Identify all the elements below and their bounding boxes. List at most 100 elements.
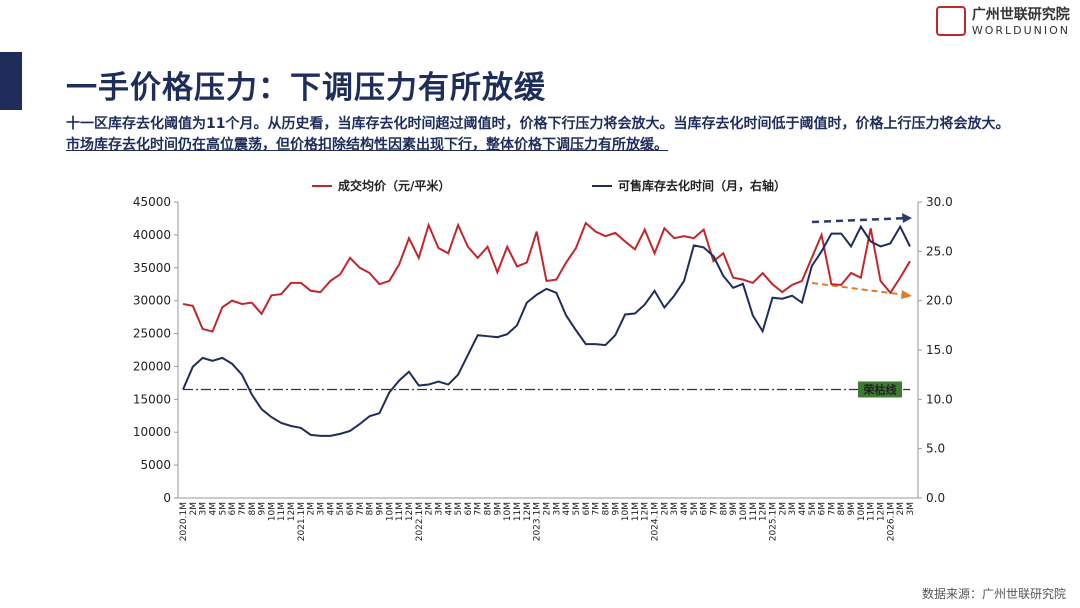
y2-tick-label: 20.0	[926, 294, 953, 308]
x-tick-label: 4M	[444, 502, 454, 516]
x-tick-label: 5M	[336, 502, 346, 516]
x-tick-label: 2M	[543, 502, 553, 516]
x-tick-label: 12M	[405, 502, 415, 521]
x-tick-label: 11M	[395, 502, 405, 521]
x-tick-label: 3M	[552, 502, 562, 516]
y-tick-label: 35000	[133, 261, 171, 275]
x-tick-label: 7M	[356, 502, 366, 516]
x-tick-label: 6M	[346, 502, 356, 516]
x-tick-label: 3M	[788, 502, 798, 516]
x-tick-label: 5M	[690, 502, 700, 516]
x-tick-label: 2M	[896, 502, 906, 516]
logo-icon	[935, 5, 966, 36]
x-tick-label: 3M	[670, 502, 680, 516]
x-tick-label: 8M	[484, 502, 494, 516]
x-tick-label: 4M	[798, 502, 808, 516]
y-tick-label: 40000	[133, 228, 171, 242]
x-tick-label: 6M	[700, 502, 710, 516]
x-tick-label: 12M	[641, 502, 651, 521]
arrow-head	[902, 213, 912, 223]
x-tick-label: 11M	[867, 502, 877, 521]
slide-title: 一手价格压力：下调压力有所放缓	[66, 70, 546, 106]
x-tick-label: 11M	[631, 502, 641, 521]
y-tick-label: 30000	[133, 294, 171, 308]
arrow-head	[901, 290, 912, 299]
x-tick-label: 9M	[493, 502, 503, 515]
x-tick-label: 10M	[739, 502, 749, 521]
x-tick-label: 9M	[258, 502, 268, 516]
logo-name: 广州世联研究院	[971, 7, 1070, 23]
y2-tick-label: 15.0	[926, 343, 953, 357]
series-line	[182, 221, 911, 333]
body-text: 十一区库存去化阈值为11个月。从历史看，当库存去化时间超过阈值时，价格下行压力将…	[66, 114, 1016, 156]
logo-en: WORLDUNION	[971, 24, 1070, 37]
x-tick-label: 4M	[326, 502, 336, 516]
x-tick-label: 6M	[582, 502, 592, 516]
x-tick-label: 2M	[425, 502, 435, 516]
x-tick-label: 8M	[719, 502, 729, 516]
x-tick-label: 2020.1M	[179, 502, 189, 541]
x-tick-label: 5M	[454, 502, 464, 516]
x-tick-label: 2M	[189, 502, 199, 516]
y-tick-label: 0	[163, 491, 171, 505]
reference-label: 荣枯线	[863, 382, 897, 396]
x-tick-label: 10M	[385, 502, 395, 521]
x-tick-label: 5M	[218, 502, 228, 516]
x-tick-label: 11M	[513, 502, 523, 521]
x-tick-label: 12M	[877, 502, 887, 521]
x-tick-label: 8M	[837, 502, 847, 516]
x-tick-label: 2024.1M	[651, 502, 661, 541]
x-tick-label: 2021.1M	[297, 502, 307, 541]
x-tick-label: 11M	[277, 502, 287, 521]
y-tick-label: 25000	[133, 327, 171, 341]
x-tick-label: 9M	[729, 502, 739, 516]
legend-label: 可售库存去化时间（月，右轴）	[618, 178, 786, 193]
x-tick-label: 10M	[621, 502, 631, 521]
x-tick-label: 6M	[818, 502, 828, 516]
x-tick-label: 12M	[523, 502, 533, 521]
trend-arrow	[811, 216, 909, 224]
x-tick-label: 9M	[611, 502, 621, 516]
x-tick-label: 8M	[601, 502, 611, 516]
x-tick-label: 4M	[208, 502, 218, 516]
y-tick-label: 45000	[133, 195, 171, 209]
x-tick-label: 7M	[827, 502, 837, 516]
x-tick-label: 2023.1M	[533, 502, 543, 541]
x-tick-label: 8M	[248, 502, 258, 516]
y-tick-label: 15000	[133, 392, 171, 406]
x-tick-label: 7M	[710, 502, 720, 516]
x-tick-label: 11M	[749, 502, 759, 521]
y2-tick-label: 25.0	[926, 244, 953, 258]
x-tick-label: 2M	[778, 502, 788, 516]
x-tick-label: 7M	[238, 502, 248, 516]
y-tick-label: 20000	[133, 359, 171, 373]
series-line	[182, 224, 911, 437]
x-tick-label: 12M	[287, 502, 297, 521]
x-tick-label: 3M	[317, 502, 327, 516]
body-highlight: 市场库存去化时间仍在高位震荡，但价格扣除结构性因素出现下行，整体价格下调压力有所…	[66, 137, 668, 153]
trend-arrow	[811, 282, 907, 296]
x-tick-label: 10M	[503, 502, 513, 521]
x-tick-label: 10M	[857, 502, 867, 521]
legend-label: 成交均价（元/平米）	[338, 178, 450, 193]
x-tick-label: 5M	[572, 502, 582, 516]
y2-tick-label: 5.0	[926, 442, 945, 456]
y2-tick-label: 10.0	[926, 392, 953, 406]
y2-tick-label: 30.0	[926, 195, 953, 209]
x-tick-label: 9M	[375, 502, 385, 516]
y-tick-label: 10000	[133, 425, 171, 439]
x-tick-label: 12M	[759, 502, 769, 521]
x-tick-label: 3M	[434, 502, 444, 516]
x-tick-label: 2M	[307, 502, 317, 516]
x-tick-label: 7M	[474, 502, 484, 516]
x-tick-label: 2025.1M	[768, 502, 778, 541]
x-tick-label: 4M	[680, 502, 690, 516]
x-tick-label: 6M	[228, 502, 238, 516]
body-main: 十一区库存去化阈值为11个月。从历史看，当库存去化时间超过阈值时，价格下行压力将…	[66, 116, 1010, 132]
x-tick-label: 2022.1M	[415, 502, 425, 541]
x-tick-label: 2026.1M	[886, 502, 896, 541]
x-tick-label: 4M	[562, 502, 572, 516]
x-tick-label: 2M	[660, 502, 670, 516]
